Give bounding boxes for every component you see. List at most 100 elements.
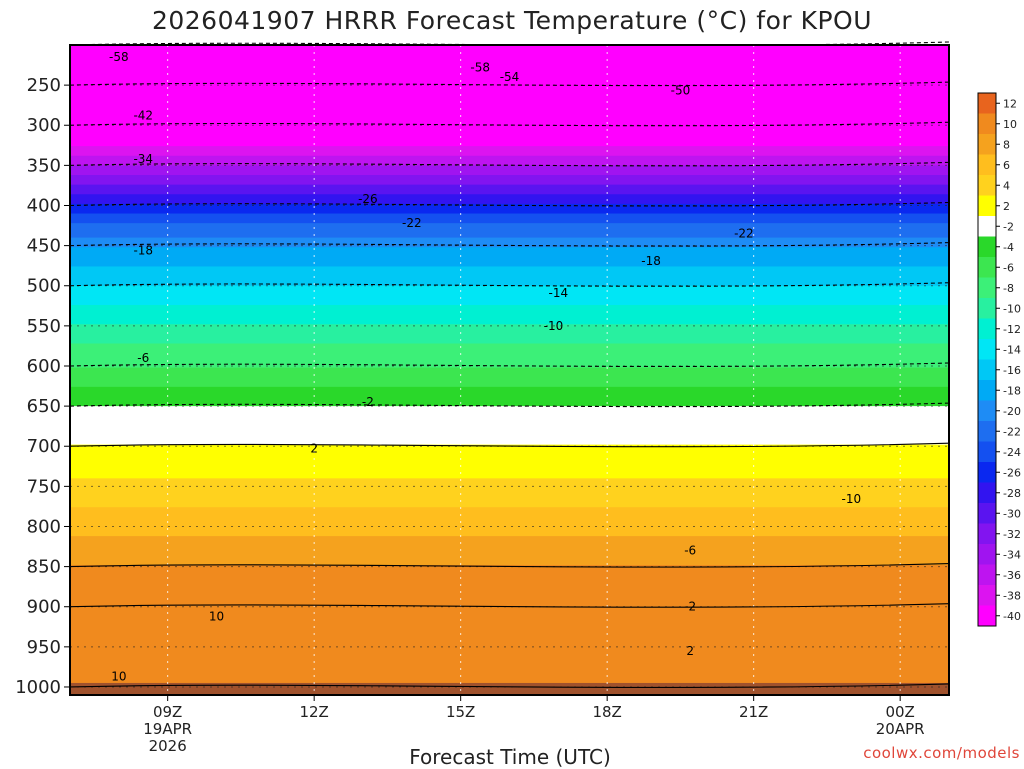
temperature-band [70,45,949,51]
temperature-band [70,107,949,114]
y-tick-label: 300 [27,115,61,136]
temperature-band [70,439,949,446]
contour-label: -10 [544,319,564,333]
isotherm-line [69,683,950,689]
colorbar-swatch [978,236,996,257]
colorbar-label: -8 [1003,282,1014,295]
temperature-band [70,290,949,296]
temperature-band [70,179,949,186]
temperature-band [70,478,949,484]
temperature-band [70,507,949,513]
temperature-band [70,184,949,191]
temperature-band [70,285,949,292]
temperature-band [70,126,949,133]
isotherm-line [69,201,950,207]
colorbar-label: 6 [1003,159,1010,172]
contour-label: -50 [671,84,691,98]
colorbar-swatch [978,298,996,319]
colorbar-label: -36 [1003,569,1021,582]
temperature-band [70,642,949,648]
colorbar-label: -34 [1003,548,1021,561]
temperature-band [70,666,949,672]
temperature-band [70,560,949,566]
contour-label: -58 [470,60,490,74]
temperature-band [70,459,949,465]
temperature-band [70,670,949,677]
contour-label: -10 [842,492,862,506]
temperature-band [70,227,949,234]
temperature-band [70,353,949,359]
temperature-band [70,415,949,422]
x-tick-label: 12Z [299,703,328,721]
colorbar-swatch [978,195,996,216]
y-tick-label: 450 [27,236,61,257]
isotherm-line [69,442,950,448]
temperature-band [70,627,949,634]
temperature-band [70,199,949,205]
x-tick-label: 00Z [885,703,914,721]
colorbar-swatch [978,216,996,237]
temperature-band [70,64,949,70]
colorbar-label: 10 [1003,118,1017,131]
temperature-band [70,256,949,263]
temperature-band [70,584,949,590]
y-tick-label: 850 [27,557,61,578]
temperature-band [70,218,949,224]
temperature-band [70,372,949,378]
temperature-band [70,401,949,407]
isotherm-line [69,362,950,368]
colorbar-frame [977,92,997,627]
temperature-band [70,203,949,210]
colorbar-label: -4 [1003,241,1014,254]
temperature-band [70,54,949,61]
colorbar-label: -6 [1003,261,1014,274]
contour-label: -58 [109,50,129,64]
temperature-band [70,574,949,581]
temperature-band [70,598,949,605]
colorbar-label: -30 [1003,507,1021,520]
contour-label: -2 [684,600,696,614]
colorbar-swatch [978,380,996,401]
colorbar-swatch [978,523,996,544]
temperature-band [70,382,949,388]
temperature-band [70,593,949,600]
temperature-band [70,579,949,585]
temperature-band [70,155,949,162]
colorbar-swatch [978,277,996,298]
colorbar-label: -10 [1003,302,1021,315]
temperature-band [70,545,949,552]
temperature-band [70,420,949,426]
source-credit: coolwx.com/models [863,744,1020,762]
y-tick-label: 250 [27,75,61,96]
y-tick-label: 400 [27,195,61,216]
temperature-band [70,300,949,306]
temperature-band [70,122,949,128]
temperature-band [70,175,949,181]
temperature-band [70,93,949,99]
temperature-band [70,112,949,118]
temperature-band [70,473,949,479]
temperature-band [70,208,949,215]
colorbar-swatch [978,441,996,462]
contour-labels: -58-58-54-50-42-34-26-22-22-18-18-14-10-… [109,50,861,684]
temperature-band [70,617,949,624]
temperature-band [70,536,949,542]
temperature-band [70,430,949,436]
colorbar-swatch [978,318,996,339]
temperature-band [70,247,949,253]
temperature-band [70,170,949,176]
colorbar-swatch [978,585,996,606]
temperature-band [70,141,949,147]
y-tick-label: 750 [27,476,61,497]
colorbar-label: 12 [1003,97,1017,110]
contour-label: 2 [686,644,694,658]
colorbar-swatch [978,400,996,421]
temperature-band [70,637,949,643]
colorbar-label: -28 [1003,487,1021,500]
temperature-band [70,338,949,345]
y-tick-label: 650 [27,396,61,417]
contour-label: -34 [133,152,153,166]
chart-title: 2026041907 HRRR Forecast Temperature (°C… [151,6,873,35]
isotherm-line [69,402,950,408]
